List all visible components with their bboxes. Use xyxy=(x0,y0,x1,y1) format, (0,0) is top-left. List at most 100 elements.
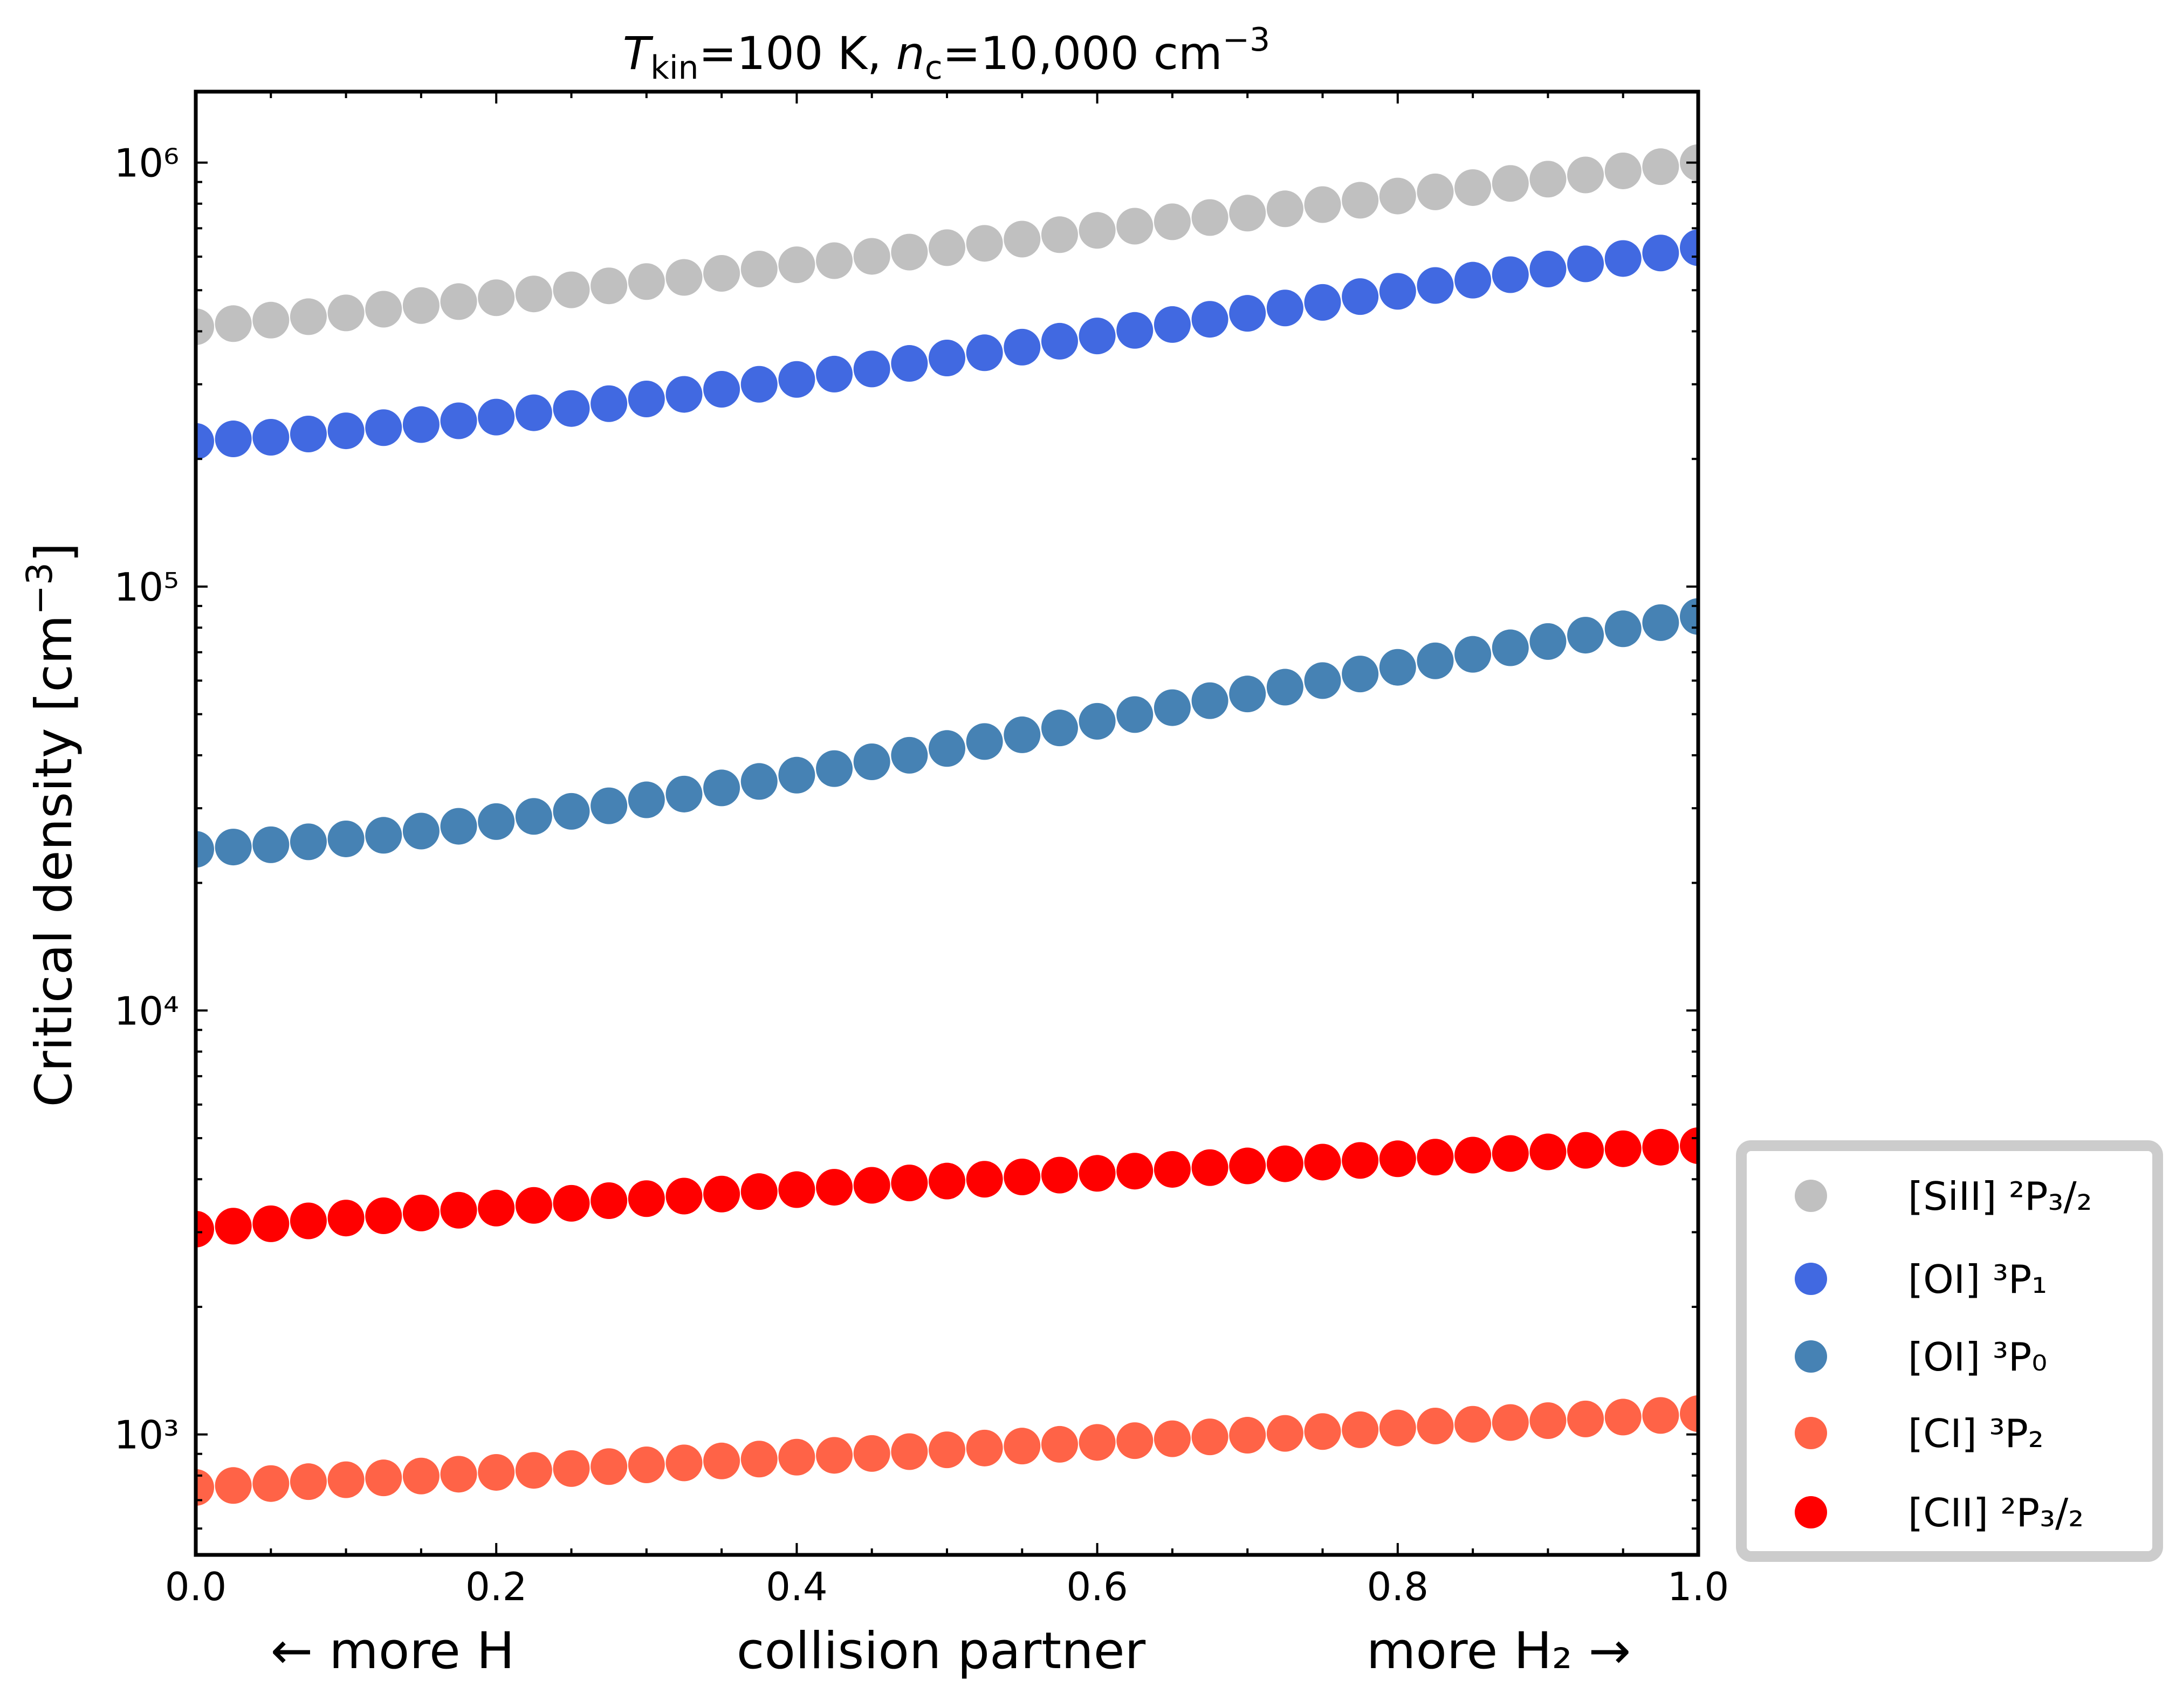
data-point xyxy=(1191,682,1228,719)
annotation: more H₂ → xyxy=(1367,1622,1631,1681)
data-point xyxy=(1191,301,1228,338)
data-point xyxy=(1379,273,1416,310)
data-point xyxy=(929,340,965,377)
data-point xyxy=(1079,1155,1116,1192)
data-point xyxy=(252,826,290,863)
data-point xyxy=(591,267,628,305)
data-point xyxy=(1342,278,1379,315)
legend-marker xyxy=(1795,1496,1827,1528)
data-point xyxy=(1379,177,1416,215)
data-point xyxy=(1454,169,1492,206)
data-point xyxy=(1004,221,1041,258)
ylabel-part: ] xyxy=(25,542,84,562)
data-point xyxy=(1529,1402,1567,1440)
data-point xyxy=(1079,212,1116,249)
data-point xyxy=(1529,161,1567,198)
data-point xyxy=(1191,199,1228,236)
data-point xyxy=(365,409,402,446)
data-point xyxy=(1191,1418,1228,1456)
data-point xyxy=(515,1187,552,1224)
data-point xyxy=(1342,1411,1379,1448)
x-axis-label: collision partner xyxy=(737,1622,1146,1681)
data-point xyxy=(816,750,853,787)
data-point xyxy=(1116,1422,1154,1459)
data-point xyxy=(1304,284,1341,321)
data-point xyxy=(1304,662,1341,699)
data-point xyxy=(665,259,703,296)
data-point xyxy=(703,1175,740,1213)
data-point xyxy=(402,406,440,443)
data-point xyxy=(1116,208,1154,245)
data-point xyxy=(402,1457,440,1494)
data-point xyxy=(1041,710,1078,747)
data-point xyxy=(1191,1149,1228,1186)
data-point xyxy=(478,279,515,316)
data-point xyxy=(290,1463,327,1500)
title-part: c xyxy=(925,49,943,87)
data-point xyxy=(1304,1413,1341,1450)
data-point xyxy=(1642,235,1679,272)
x-tick-label: 1.0 xyxy=(1667,1564,1729,1609)
data-point xyxy=(966,225,1003,262)
data-point xyxy=(1417,642,1454,679)
data-point xyxy=(1417,173,1454,210)
data-point xyxy=(1342,182,1379,219)
title-part: =10,000 cm xyxy=(943,27,1223,80)
data-point xyxy=(1379,1409,1416,1447)
data-point xyxy=(1492,629,1529,666)
title-part: =100 K, xyxy=(699,27,896,80)
data-point xyxy=(591,1182,628,1220)
data-point xyxy=(816,355,853,392)
legend-label: [CII] ²P₃/₂ xyxy=(1908,1490,2084,1535)
data-point xyxy=(628,263,665,300)
plot-area xyxy=(196,144,1698,1506)
y-tick-label: 10⁵ xyxy=(114,564,179,610)
data-point xyxy=(252,418,290,456)
legend-marker xyxy=(1795,1340,1827,1373)
data-point xyxy=(327,1461,365,1498)
annotation: ← more H xyxy=(271,1622,515,1681)
data-point xyxy=(778,361,815,398)
data-point xyxy=(628,1446,665,1483)
data-point xyxy=(816,1437,853,1474)
data-point xyxy=(1041,1425,1078,1463)
data-point xyxy=(1116,312,1154,349)
data-point xyxy=(196,308,214,346)
data-point xyxy=(440,1456,477,1493)
data-point xyxy=(553,1184,590,1222)
data-point xyxy=(966,1161,1003,1198)
data-point xyxy=(1154,689,1191,726)
data-point xyxy=(816,1169,853,1206)
data-point xyxy=(1642,1397,1679,1434)
data-point xyxy=(290,298,327,335)
data-point xyxy=(1266,290,1303,327)
data-point xyxy=(740,1173,778,1210)
data-point xyxy=(1041,322,1078,360)
data-point xyxy=(1680,598,1698,635)
data-point xyxy=(440,808,477,845)
data-point xyxy=(929,1162,965,1200)
title-part: T xyxy=(623,27,654,80)
data-point xyxy=(1379,649,1416,686)
data-point xyxy=(703,254,740,292)
data-point xyxy=(515,1452,552,1489)
data-point xyxy=(966,334,1003,371)
data-point xyxy=(891,233,928,271)
data-point xyxy=(196,1469,214,1506)
data-point xyxy=(816,242,853,279)
data-point xyxy=(1492,1404,1529,1441)
data-point xyxy=(1642,604,1679,641)
data-point xyxy=(1454,1406,1492,1443)
data-point xyxy=(1041,216,1078,253)
data-point xyxy=(1304,186,1341,223)
data-point xyxy=(290,1202,327,1239)
data-point xyxy=(1529,1133,1567,1170)
y-tick-label: 10⁶ xyxy=(114,141,179,186)
data-point xyxy=(365,817,402,854)
data-point xyxy=(740,1441,778,1478)
data-point xyxy=(1492,256,1529,293)
data-point xyxy=(1079,703,1116,740)
data-point xyxy=(591,1448,628,1485)
data-point xyxy=(1642,1128,1679,1166)
